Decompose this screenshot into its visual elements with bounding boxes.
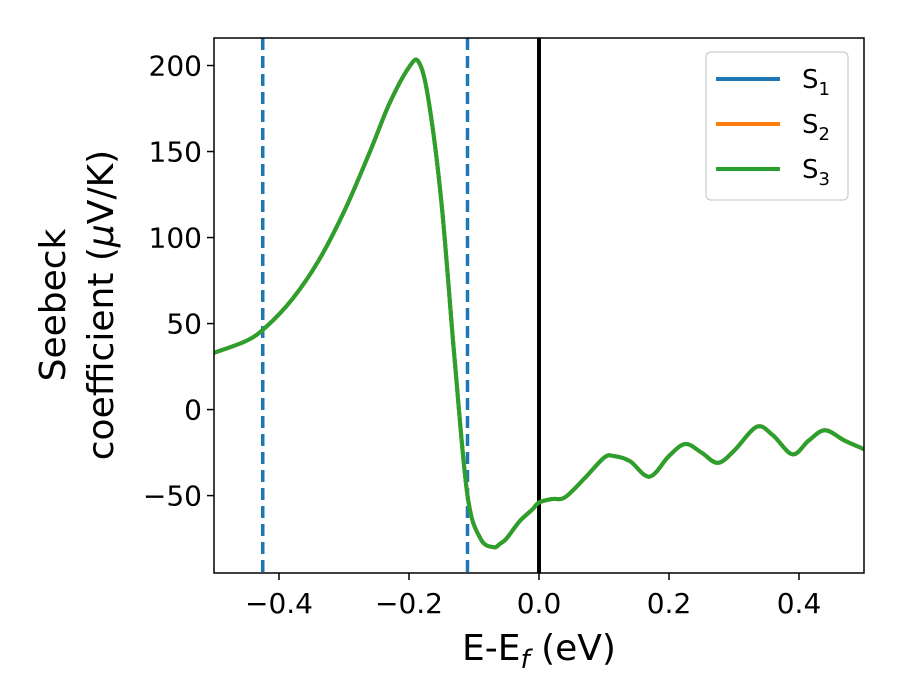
x-axis-title: E-Ef (eV) <box>462 628 616 675</box>
legend-label-s2: S2 <box>802 110 830 145</box>
x-axis: −0.4 −0.2 0.0 0.2 0.4 <box>245 573 821 620</box>
legend: S1 S2 S3 <box>705 51 849 201</box>
y-tick-label: 150 <box>149 136 202 169</box>
y-tick-label: 0 <box>184 394 202 427</box>
x-tick-label: −0.2 <box>375 587 443 620</box>
y-tick-label: 50 <box>166 308 202 341</box>
legend-label-s3: S3 <box>802 155 830 190</box>
x-tick-label: −0.4 <box>245 587 313 620</box>
y-tick-label: 100 <box>149 222 202 255</box>
y-tick-label: −50 <box>143 480 202 513</box>
series-line-s3 <box>214 57 864 550</box>
plot-area <box>214 38 864 573</box>
y-axis-title-line1: Seebeck <box>33 228 74 381</box>
y-tick-label: 200 <box>149 50 202 83</box>
legend-label-s1: S1 <box>802 65 830 100</box>
y-axis-title-line2: coefficient (μV/K) <box>81 150 122 460</box>
x-tick-label: 0.2 <box>647 587 692 620</box>
x-tick-label: 0.4 <box>777 587 822 620</box>
y-axis: −50 0 50 100 150 200 <box>143 50 214 513</box>
x-tick-label: 0.0 <box>517 587 562 620</box>
